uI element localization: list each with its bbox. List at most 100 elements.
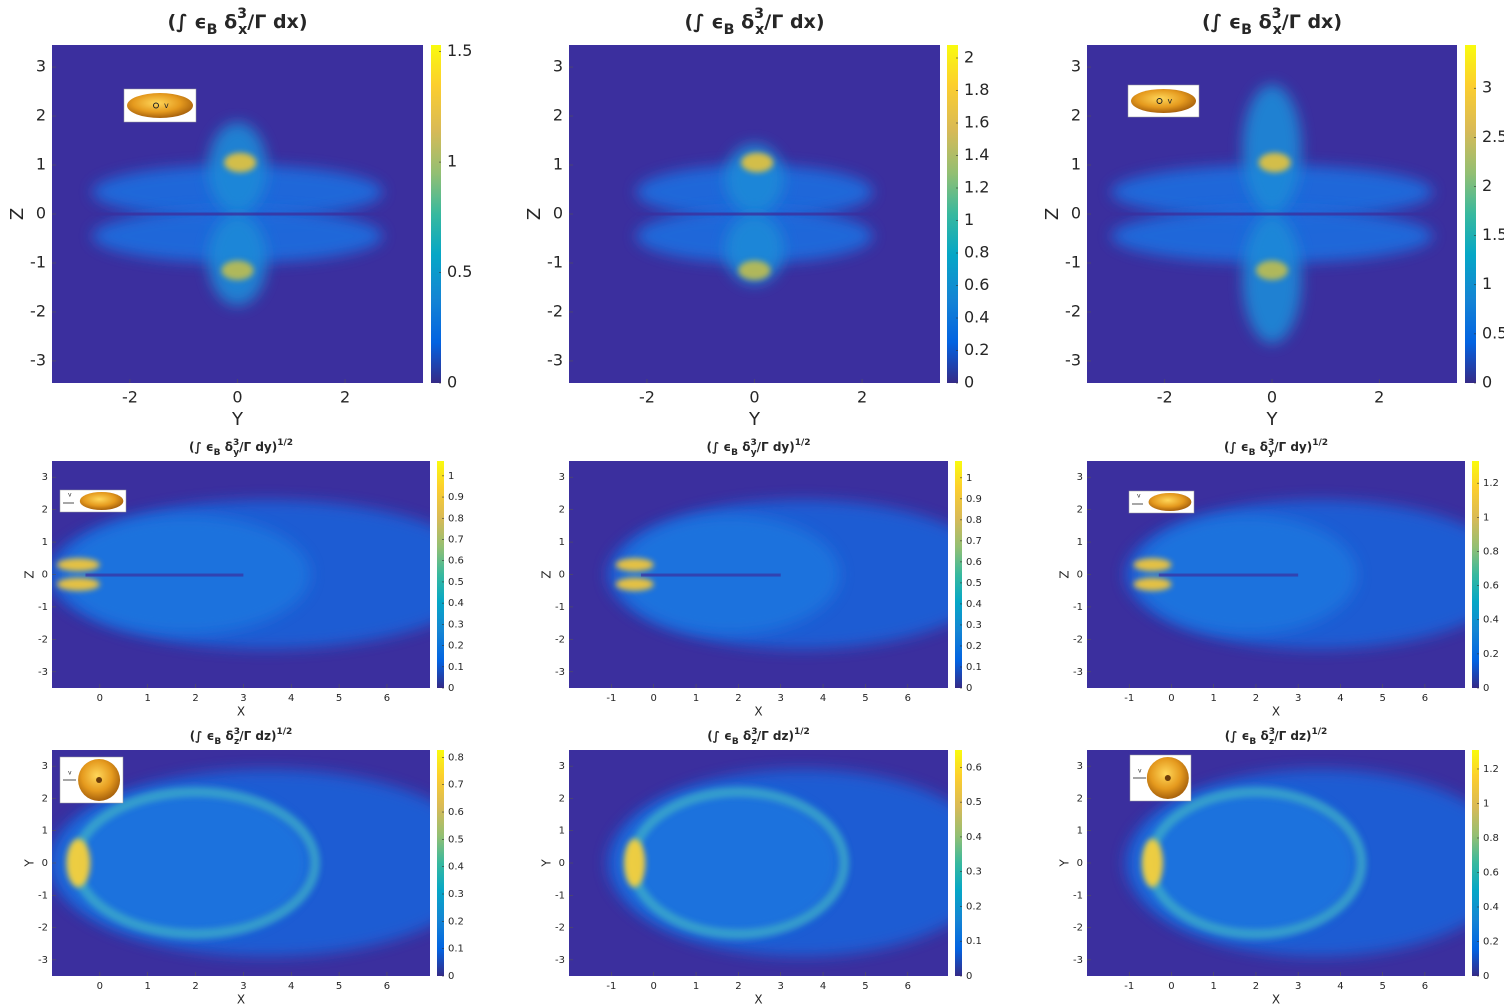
colorbar-tick-label: 0.4 <box>448 598 464 609</box>
title-part: 1/2 <box>1312 438 1328 448</box>
y-tick-label: -2 <box>38 634 48 645</box>
x-tick-label: 0 <box>1168 981 1174 992</box>
title-part: B <box>1249 737 1256 747</box>
x-tick-label: 6 <box>384 981 390 992</box>
y-axis-label: Z <box>7 208 28 220</box>
y-axis-label: Z <box>540 570 554 578</box>
colorbar-tick-label: 0.9 <box>448 492 464 503</box>
colorbar-tick-label: 0.5 <box>448 577 464 588</box>
colorbar-tick-label: 0.4 <box>966 599 982 610</box>
colorbar-tick-label: 1 <box>1482 274 1492 293</box>
y-tick-label: 1 <box>1071 155 1081 174</box>
title-part: /Γ dz) <box>239 729 276 743</box>
heat-gap <box>85 573 244 577</box>
title-part: 3 <box>1268 438 1274 448</box>
y-tick-label: 3 <box>1077 472 1083 483</box>
title-part: (∫ ϵ <box>707 729 732 743</box>
title-part: B <box>214 448 221 458</box>
colorbar <box>955 750 962 976</box>
y-tick-label: 0 <box>559 858 565 869</box>
colorbar-tick-label: 0.6 <box>448 556 464 567</box>
y-tick-label: -3 <box>1065 350 1081 369</box>
x-tick-label: -1 <box>1124 693 1134 704</box>
y-axis-label: Y <box>540 859 554 868</box>
plot-area <box>569 750 948 976</box>
x-tick-label: 4 <box>820 981 826 992</box>
title-part: B <box>1241 22 1252 38</box>
title-part: 3 <box>234 727 240 737</box>
heat-blob <box>61 788 311 938</box>
y-tick-label: 1 <box>553 155 563 174</box>
title-part: /Γ dz) <box>757 729 794 743</box>
y-tick-label: 0 <box>36 204 46 223</box>
y-tick-label: 0 <box>42 570 48 581</box>
colorbar <box>437 461 444 688</box>
panel: v(∫ ϵB δ3 z/Γ dz)1/2-1 0 1 2 3 4 5 6-3-2-10123XY… <box>1058 727 1499 1007</box>
title-part: 3 <box>750 438 756 448</box>
y-tick-label: 0 <box>1077 570 1083 581</box>
y-tick-label: -1 <box>547 252 563 271</box>
title-part: x <box>238 22 247 38</box>
heat-blob <box>66 838 91 888</box>
y-tick-label: -3 <box>38 667 48 678</box>
title-part: /Γ dy) <box>239 440 277 454</box>
title-part: (∫ ϵ <box>684 11 723 33</box>
inset-hole <box>1164 775 1171 781</box>
x-tick-label: 2 <box>192 693 198 704</box>
x-tick-label: 1 <box>693 981 699 992</box>
y-tick-label: 1 <box>1077 537 1083 548</box>
colorbar-tick-label: 0.2 <box>966 901 982 912</box>
x-tick-label: 2 <box>735 981 741 992</box>
title-part: 3 <box>754 6 764 22</box>
y-tick-label: 0 <box>42 858 48 869</box>
x-tick-label: 2 <box>340 388 350 407</box>
x-tick-label: 3 <box>1295 981 1301 992</box>
colorbar-tick-label: 0 <box>448 971 454 982</box>
x-tick-label: 1 <box>145 693 151 704</box>
colorbar-tick-label: 0 <box>1483 971 1489 982</box>
inset-torus <box>127 93 193 118</box>
y-tick-label: -1 <box>555 890 565 901</box>
colorbar-tick-label: 0.3 <box>448 889 464 900</box>
plot-area <box>52 45 423 383</box>
x-tick-label: -1 <box>606 981 616 992</box>
colorbar-tick-label: 0.8 <box>966 515 982 526</box>
title-part: /Γ dy) <box>757 440 795 454</box>
x-tick-label: 2 <box>1253 981 1259 992</box>
title-part: B <box>731 448 738 458</box>
title-part: δ <box>1256 440 1268 454</box>
x-tick-label: 0 <box>1168 693 1174 704</box>
colorbar-tick-label: 1 <box>448 471 454 482</box>
panel-title: (∫ ϵB δ3 z/Γ dz)1/2 <box>707 727 810 747</box>
y-axis-label: Y <box>23 859 37 868</box>
colorbar-tick-label: 0.7 <box>966 536 982 547</box>
colorbar-tick-label: 2 <box>1482 176 1492 195</box>
colorbar-tick-label: 1.5 <box>447 41 472 60</box>
colorbar-tick-label: 1.2 <box>1483 764 1499 775</box>
y-tick-label: -2 <box>1065 301 1081 320</box>
colorbar-tick-label: 0.4 <box>1483 615 1499 626</box>
heat-blob <box>1242 84 1302 215</box>
x-tick-label: -2 <box>122 388 138 407</box>
colorbar-tick-label: 1.5 <box>1482 225 1504 244</box>
panel-title: (∫ ϵB δ3 y/Γ dy)1/2 <box>706 438 810 458</box>
x-tick-label: 4 <box>1337 693 1343 704</box>
inset-label: v <box>68 770 72 777</box>
y-tick-label: 2 <box>559 505 565 516</box>
y-tick-label: 2 <box>559 793 565 804</box>
title-part: (∫ ϵ <box>706 440 731 454</box>
title-part: 1/2 <box>277 438 293 448</box>
inset-hole <box>96 777 103 783</box>
y-tick-label: 2 <box>553 106 563 125</box>
heat-gap <box>636 212 873 216</box>
colorbar <box>1472 461 1479 688</box>
y-tick-label: -1 <box>38 890 48 901</box>
colorbar-tick-label: 0.5 <box>966 578 982 589</box>
x-tick-label: 5 <box>336 693 342 704</box>
colorbar-tick-label: 0 <box>1482 373 1492 392</box>
colorbar-tick-label: 0.7 <box>448 534 464 545</box>
title-part: δ <box>739 729 751 743</box>
x-tick-label: 5 <box>1379 693 1385 704</box>
plot-area <box>569 45 940 383</box>
colorbar <box>437 750 444 976</box>
